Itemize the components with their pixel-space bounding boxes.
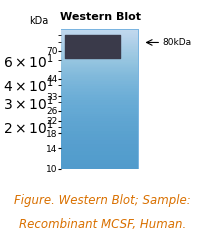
Text: Western Blot: Western Blot — [60, 12, 140, 22]
Text: kDa: kDa — [29, 16, 48, 26]
Text: Figure. Western Blot; Sample:: Figure. Western Blot; Sample: — [14, 194, 190, 207]
Text: 80kDa: 80kDa — [162, 38, 191, 47]
Text: Recombinant MCSF, Human.: Recombinant MCSF, Human. — [19, 218, 185, 231]
